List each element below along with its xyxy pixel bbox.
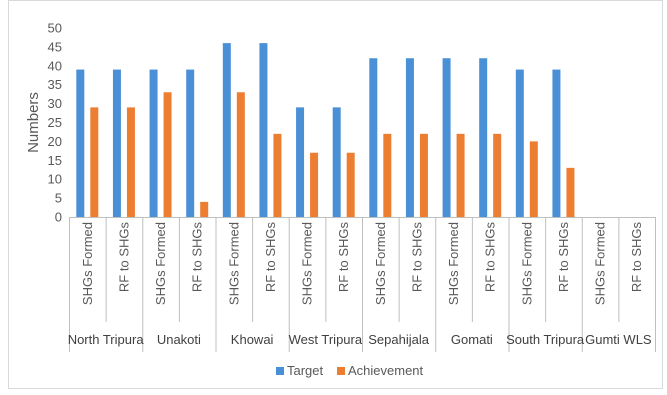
bar-target-11 xyxy=(479,58,488,217)
bar-achievement-3 xyxy=(200,201,209,217)
bar-achievement-10 xyxy=(456,133,465,217)
y-tick-label: 25 xyxy=(48,115,62,130)
x-tick-label: RF to SHGs xyxy=(556,222,571,293)
group-label: South Tripura xyxy=(506,332,585,347)
legend-swatch-target xyxy=(276,367,284,375)
x-tick-label: SHGs Formed xyxy=(519,222,534,305)
bar-target-7 xyxy=(332,107,341,217)
bar-achievement-13 xyxy=(566,167,575,217)
y-tick-label: 0 xyxy=(55,210,62,225)
x-tick-label: RF to SHGs xyxy=(116,222,131,293)
x-tick-label: SHGs Formed xyxy=(300,222,315,305)
x-tick-label: SHGs Formed xyxy=(446,222,461,305)
x-tick-label: SHGs Formed xyxy=(80,222,95,305)
bar-target-9 xyxy=(405,58,414,217)
x-tick-label: SHGs Formed xyxy=(373,222,388,305)
x-tick-label: SHGs Formed xyxy=(226,222,241,305)
bar-achievement-1 xyxy=(126,107,135,217)
bar-achievement-0 xyxy=(90,107,99,217)
y-tick-label: 30 xyxy=(48,96,62,111)
bar-target-2 xyxy=(149,69,158,217)
group-label: West Tripura xyxy=(289,332,363,347)
bar-target-5 xyxy=(259,43,268,218)
group-label: Unakoti xyxy=(157,332,201,347)
x-tick-label: SHGs Formed xyxy=(153,222,168,305)
bar-target-3 xyxy=(186,69,195,217)
group-label: North Tripura xyxy=(68,332,145,347)
y-tick-label: 40 xyxy=(48,58,62,73)
bar-target-13 xyxy=(552,69,561,217)
bar-target-12 xyxy=(515,69,524,217)
y-tick-label: 10 xyxy=(48,172,62,187)
group-label: Gomati xyxy=(451,332,493,347)
group-label: Sepahijala xyxy=(368,332,429,347)
bar-target-10 xyxy=(442,58,451,217)
group-label: Khowai xyxy=(231,332,274,347)
x-tick-label: RF to SHGs xyxy=(409,222,424,293)
x-tick-label: SHGs Formed xyxy=(593,222,608,305)
bar-achievement-7 xyxy=(346,152,355,217)
x-tick-label: RF to SHGs xyxy=(483,222,498,293)
bar-target-4 xyxy=(222,43,231,218)
x-tick-label: RF to SHGs xyxy=(336,222,351,293)
bar-achievement-2 xyxy=(163,92,172,217)
legend-label: Achievement xyxy=(348,363,424,378)
y-tick-label: 20 xyxy=(48,134,62,149)
legend-label: Target xyxy=(287,363,324,378)
y-tick-label: 5 xyxy=(55,191,62,206)
y-tick-label: 50 xyxy=(48,21,62,36)
y-tick-label: 15 xyxy=(48,153,62,168)
y-tick-label: 45 xyxy=(48,39,62,54)
legend-swatch-achievement xyxy=(337,367,345,375)
y-axis-title: Numbers xyxy=(25,92,42,153)
x-tick-label: RF to SHGs xyxy=(263,222,278,293)
bar-achievement-11 xyxy=(493,133,502,217)
x-tick-label: RF to SHGs xyxy=(629,222,644,293)
bar-achievement-9 xyxy=(419,133,428,217)
bar-target-8 xyxy=(369,58,378,217)
bar-achievement-5 xyxy=(273,133,282,217)
y-tick-label: 35 xyxy=(48,77,62,92)
bar-target-0 xyxy=(76,69,85,217)
bar-achievement-6 xyxy=(310,152,319,217)
x-tick-label: RF to SHGs xyxy=(190,222,205,293)
bar-target-6 xyxy=(296,107,305,217)
bar-achievement-4 xyxy=(236,92,245,217)
bar-achievement-12 xyxy=(529,141,538,217)
group-label: Gumti WLS xyxy=(585,332,652,347)
bar-target-1 xyxy=(112,69,121,217)
bar-achievement-8 xyxy=(383,133,392,217)
